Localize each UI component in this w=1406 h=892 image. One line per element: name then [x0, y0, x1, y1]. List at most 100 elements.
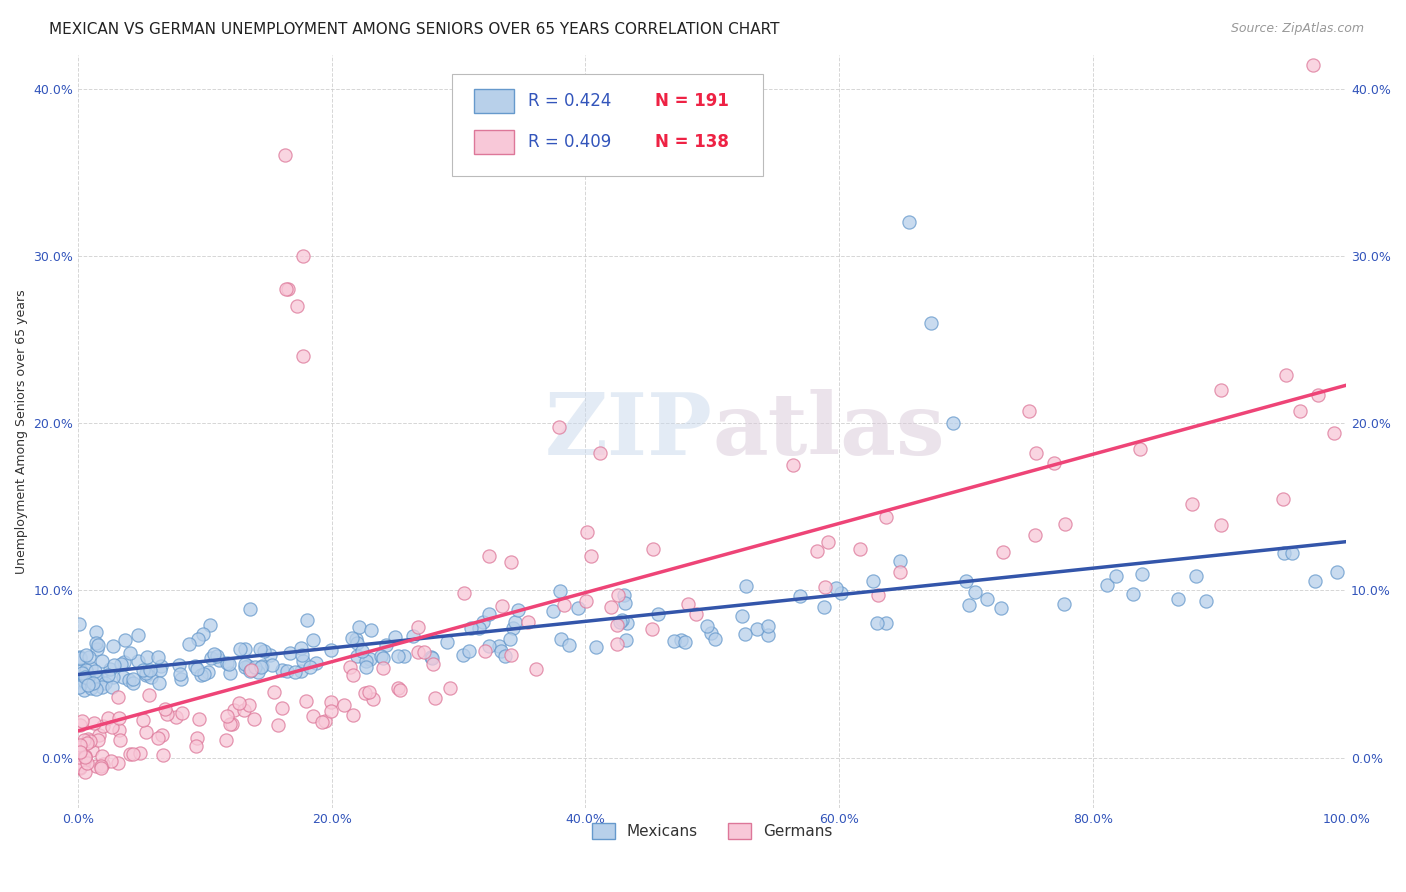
Point [607, 588, 630, 602]
Point [291, 648, 314, 662]
Point [299, 659, 322, 673]
Point [184, 658, 207, 673]
Point [1272, 545, 1295, 559]
Point [1105, 569, 1128, 583]
Point [197, 665, 219, 680]
Point [957, 598, 980, 612]
Point [222, 703, 245, 717]
Point [1209, 517, 1232, 532]
Point [101, 640, 124, 654]
Point [371, 651, 394, 665]
Point [235, 657, 257, 671]
Point [69, 738, 91, 752]
Point [451, 648, 474, 662]
Point [149, 664, 172, 678]
Point [1322, 425, 1344, 440]
Point [267, 718, 290, 732]
Point [412, 645, 434, 659]
Point [84, 636, 107, 650]
Point [80, 681, 103, 695]
Point [1018, 404, 1040, 418]
Point [169, 673, 191, 687]
Point [384, 630, 406, 644]
Point [506, 603, 529, 617]
Point [553, 598, 575, 612]
Point [271, 663, 294, 677]
Point [139, 670, 162, 684]
Point [352, 643, 374, 657]
Point [547, 420, 569, 434]
Y-axis label: Unemployment Among Seniors over 65 years: Unemployment Among Seniors over 65 years [15, 289, 28, 574]
Point [90, 681, 112, 695]
Point [69, 745, 91, 759]
Point [243, 660, 266, 674]
Point [333, 698, 356, 712]
Point [920, 316, 942, 330]
Point [585, 640, 607, 654]
Point [90, 670, 112, 684]
Point [499, 555, 522, 569]
Point [184, 739, 207, 753]
Point [132, 663, 155, 677]
Point [342, 708, 364, 723]
Point [165, 710, 187, 724]
Point [292, 249, 315, 263]
Point [218, 665, 240, 680]
Point [346, 635, 368, 649]
Point [84, 681, 107, 696]
Point [731, 609, 754, 624]
Point [90, 761, 112, 775]
Point [136, 649, 159, 664]
Point [249, 660, 271, 674]
Point [200, 617, 222, 632]
Point [387, 648, 409, 663]
Point [524, 662, 547, 676]
Point [202, 647, 225, 661]
Point [87, 638, 110, 652]
Point [489, 643, 512, 657]
Point [118, 673, 141, 687]
Point [219, 717, 242, 731]
Point [354, 654, 377, 668]
Point [501, 648, 523, 663]
Point [135, 668, 157, 682]
Point [825, 581, 848, 595]
Point [347, 619, 370, 633]
Point [77, 650, 100, 665]
Point [89, 729, 111, 743]
Point [575, 594, 598, 608]
Point [91, 654, 114, 668]
Point [942, 416, 965, 430]
Point [94, 676, 117, 690]
Point [647, 607, 669, 621]
Point [849, 542, 872, 557]
Point [150, 729, 173, 743]
Text: N = 138: N = 138 [655, 134, 730, 152]
Point [875, 510, 897, 524]
Point [889, 565, 911, 579]
Point [290, 665, 312, 679]
Point [278, 646, 301, 660]
Point [82, 676, 104, 690]
Point [238, 698, 260, 713]
Point [579, 549, 602, 563]
Point [235, 642, 257, 657]
Point [1275, 368, 1298, 383]
Point [673, 635, 696, 649]
Point [112, 669, 135, 683]
Point [361, 692, 384, 706]
Point [641, 622, 664, 636]
Point [502, 621, 524, 635]
Point [357, 685, 380, 699]
Point [558, 639, 581, 653]
Point [73, 732, 96, 747]
Point [669, 633, 692, 648]
Point [371, 661, 394, 675]
Point [208, 653, 231, 667]
Point [228, 696, 250, 710]
Point [388, 682, 411, 697]
FancyBboxPatch shape [453, 74, 763, 176]
Point [314, 714, 336, 728]
Point [97, 668, 120, 682]
Point [200, 651, 222, 665]
